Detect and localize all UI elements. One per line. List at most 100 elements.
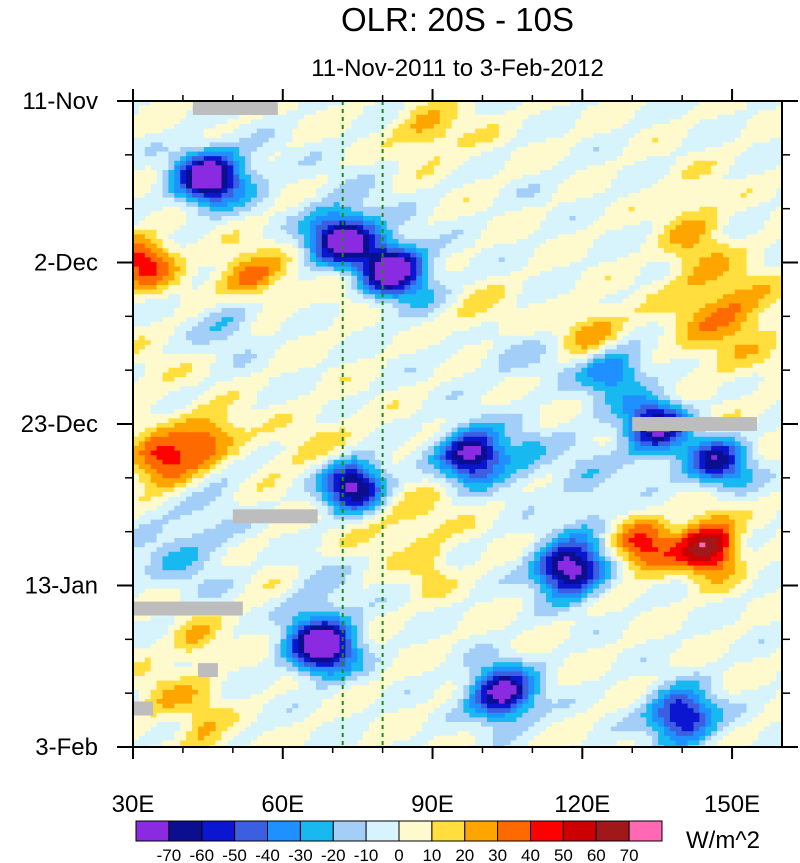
heatmap-cell — [705, 142, 712, 148]
heatmap-cell — [734, 147, 742, 153]
heatmap-cell — [156, 220, 164, 226]
heatmap-cell — [315, 188, 323, 194]
heatmap-cell — [616, 110, 624, 116]
heatmap-cell — [233, 188, 240, 194]
heatmap-cell — [675, 197, 683, 203]
heatmap-cell — [186, 234, 193, 240]
heatmap-cell — [369, 234, 376, 240]
heatmap-cell — [475, 179, 482, 185]
heatmap-cell — [752, 193, 759, 199]
heatmap-cell — [315, 147, 323, 153]
heatmap-cell — [587, 206, 594, 212]
heatmap-cell — [144, 160, 152, 166]
heatmap-cell — [262, 114, 270, 120]
heatmap-cell — [398, 137, 405, 143]
heatmap-cell — [310, 174, 317, 180]
heatmap-cell — [711, 257, 718, 263]
heatmap-cell — [180, 133, 187, 139]
heatmap-cell — [416, 271, 423, 277]
heatmap-cell — [510, 211, 518, 217]
heatmap-cell — [487, 294, 494, 300]
heatmap-cell — [717, 193, 724, 199]
heatmap-cell — [717, 239, 724, 245]
heatmap-cell — [392, 174, 400, 180]
heatmap-cell — [138, 285, 146, 291]
heatmap-cell — [616, 252, 624, 258]
heatmap-cell — [451, 105, 459, 111]
heatmap-cell — [593, 216, 600, 222]
heatmap-cell — [681, 124, 689, 130]
heatmap-cell — [327, 183, 335, 189]
heatmap-cell — [770, 188, 777, 194]
heatmap-cell — [422, 289, 429, 295]
heatmap-cell — [475, 174, 482, 180]
heatmap-cell — [168, 193, 175, 199]
heatmap-cell — [746, 285, 754, 291]
heatmap-cell — [593, 262, 600, 268]
heatmap-cell — [310, 188, 317, 194]
heatmap-cell — [569, 160, 577, 166]
heatmap-cell — [675, 110, 683, 116]
heatmap-cell — [315, 137, 323, 143]
heatmap-cell — [186, 216, 193, 222]
heatmap-cell — [516, 142, 523, 148]
heatmap-cell — [162, 133, 169, 139]
heatmap-cell — [616, 179, 624, 185]
heatmap-cell — [498, 156, 506, 162]
heatmap-cell — [280, 114, 287, 120]
heatmap-cell — [687, 285, 695, 291]
heatmap-cell — [197, 188, 205, 194]
heatmap-cell — [522, 225, 529, 231]
heatmap-cell — [711, 110, 718, 116]
heatmap-cell — [268, 220, 276, 226]
heatmap-cell — [492, 275, 500, 281]
heatmap-cell — [481, 119, 488, 125]
heatmap-cell — [298, 216, 305, 222]
heatmap-cell — [652, 234, 659, 240]
heatmap-cell — [327, 266, 335, 272]
heatmap-cell — [374, 252, 382, 258]
heatmap-cell — [386, 160, 394, 166]
heatmap-cell — [410, 289, 417, 295]
heatmap-cell — [569, 174, 577, 180]
heatmap-cell — [233, 206, 240, 212]
heatmap-cell — [528, 133, 535, 139]
heatmap-cell — [251, 211, 258, 217]
heatmap-cell — [770, 271, 777, 277]
heatmap-cell — [168, 257, 175, 263]
heatmap-cell — [221, 303, 228, 309]
heatmap-cell — [705, 170, 712, 176]
heatmap-cell — [239, 183, 246, 189]
heatmap-cell — [764, 183, 771, 189]
heatmap-cell — [227, 133, 234, 139]
heatmap-cell — [640, 124, 647, 130]
heatmap-cell — [575, 275, 582, 281]
heatmap-cell — [298, 110, 305, 116]
heatmap-cell — [310, 137, 317, 143]
heatmap-cell — [658, 216, 665, 222]
heatmap-cell — [304, 128, 311, 134]
heatmap-cell — [333, 124, 341, 130]
heatmap-cell — [498, 165, 506, 171]
heatmap-cell — [215, 294, 223, 300]
heatmap-cell — [723, 298, 730, 304]
heatmap-cell — [516, 216, 523, 222]
heatmap-cell — [439, 206, 447, 212]
heatmap-cell — [699, 156, 706, 162]
heatmap-cell — [374, 101, 382, 107]
heatmap-cell — [357, 234, 364, 240]
heatmap-cell — [481, 275, 488, 281]
heatmap-cell — [634, 280, 641, 286]
heatmap-cell — [734, 170, 742, 176]
heatmap-cell — [693, 101, 700, 107]
heatmap-cell — [758, 119, 765, 125]
heatmap-cell — [304, 142, 311, 148]
heatmap-cell — [717, 133, 724, 139]
heatmap-cell — [699, 105, 706, 111]
heatmap-cell — [398, 119, 405, 125]
heatmap-cell — [439, 225, 447, 231]
heatmap-cell — [487, 119, 494, 125]
heatmap-cell — [510, 257, 518, 263]
heatmap-cell — [203, 285, 211, 291]
heatmap-cell — [634, 275, 641, 281]
